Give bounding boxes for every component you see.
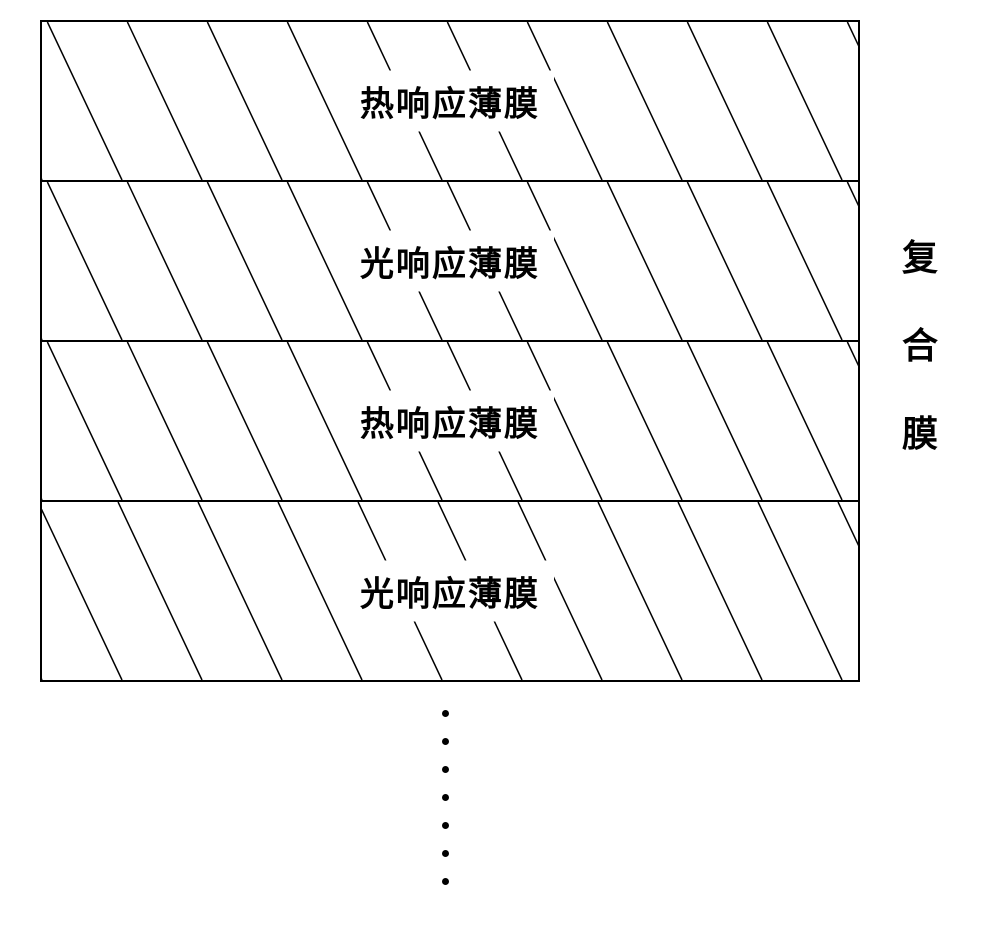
layer-label-box: 光响应薄膜 — [346, 561, 554, 622]
layer-label-box: 热响应薄膜 — [346, 391, 554, 452]
layer-2: 热响应薄膜 — [42, 342, 858, 502]
continuation-dots — [440, 710, 450, 906]
dot-2 — [442, 766, 449, 773]
layer-stack: 热响应薄膜光响应薄膜热响应薄膜光响应薄膜 — [40, 20, 860, 682]
layer-label-box: 热响应薄膜 — [346, 71, 554, 132]
dot-3 — [442, 794, 449, 801]
layer-0: 热响应薄膜 — [42, 22, 858, 182]
dot-6 — [442, 878, 449, 885]
layer-1: 光响应薄膜 — [42, 182, 858, 342]
side-label-char-2: 膜 — [900, 416, 940, 452]
layer-label: 热响应薄膜 — [360, 87, 540, 124]
layer-label-box: 光响应薄膜 — [346, 231, 554, 292]
layer-label: 光响应薄膜 — [360, 247, 540, 284]
dot-1 — [442, 738, 449, 745]
dot-4 — [442, 822, 449, 829]
dot-5 — [442, 850, 449, 857]
side-label-char-1: 合 — [900, 328, 940, 364]
side-label-char-0: 复 — [900, 240, 940, 276]
dot-0 — [442, 710, 449, 717]
layer-label: 光响应薄膜 — [360, 577, 540, 614]
side-label-composite-film: 复合膜 — [900, 240, 940, 504]
layer-label: 热响应薄膜 — [360, 407, 540, 444]
layer-3: 光响应薄膜 — [42, 502, 858, 682]
